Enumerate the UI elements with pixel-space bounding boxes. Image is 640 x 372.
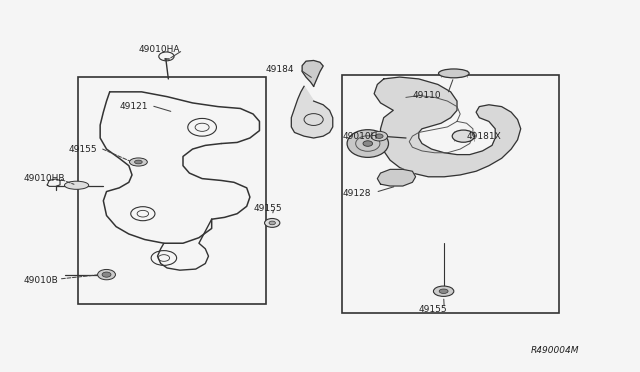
Text: 49010B: 49010B [24,276,58,285]
Circle shape [102,272,111,277]
Circle shape [98,269,115,280]
Polygon shape [302,61,323,86]
Text: 49121: 49121 [119,102,148,111]
Bar [78,77,266,304]
Text: 49155: 49155 [419,305,447,314]
Polygon shape [374,77,521,177]
Bar [342,75,559,313]
Ellipse shape [363,141,372,146]
Ellipse shape [65,181,89,189]
Ellipse shape [347,130,388,157]
Text: 49184: 49184 [266,65,294,74]
Ellipse shape [269,221,275,225]
Ellipse shape [433,286,454,296]
Ellipse shape [452,130,474,142]
Text: 49110: 49110 [412,91,441,100]
Circle shape [376,134,383,138]
Circle shape [371,131,388,141]
Text: 49128: 49128 [342,189,371,198]
Ellipse shape [134,160,142,164]
Ellipse shape [438,69,469,78]
Polygon shape [378,169,415,186]
Ellipse shape [439,289,448,294]
Text: 49010HA: 49010HA [138,45,180,54]
Text: 49181X: 49181X [467,132,501,141]
Text: 49155: 49155 [253,203,282,213]
Text: 49010H: 49010H [342,132,378,141]
Text: 49155: 49155 [68,145,97,154]
Text: 49010HB: 49010HB [24,174,65,183]
Ellipse shape [129,158,147,166]
Ellipse shape [264,218,280,227]
Text: R490004M: R490004M [531,346,579,355]
Polygon shape [291,86,333,138]
